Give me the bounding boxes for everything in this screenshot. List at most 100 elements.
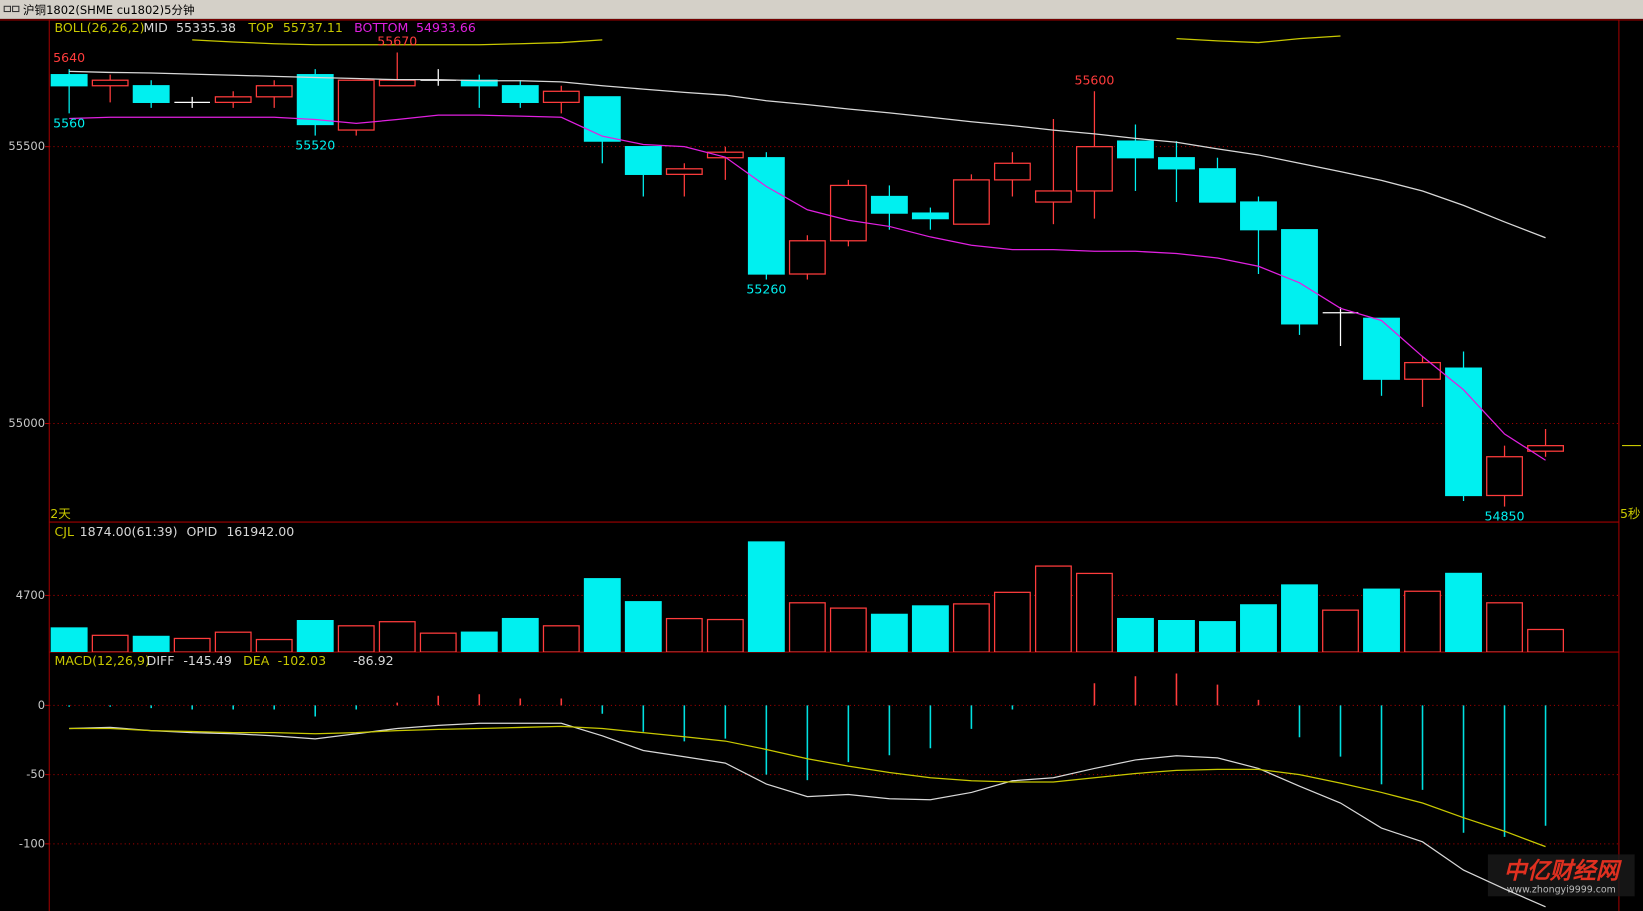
volume-bar [542,625,580,653]
candle-body [501,85,539,103]
volume-bar [829,607,867,653]
panel [49,15,1619,507]
period-label: 2天 [50,506,71,521]
candle-body [1199,168,1236,203]
series-line [69,70,1546,239]
candle-body [1486,456,1523,497]
volume-bar [583,578,621,653]
volume-bar [173,637,211,653]
legend-value: 1874.00(61:39) [80,524,178,539]
panel [49,673,1619,908]
volume-bar [1404,590,1441,653]
indicator-name: MACD(12,26,9) [54,653,149,668]
window-title: 沪铜1802(SHME cu1802)5分钟 [23,3,194,17]
volume-bar [1363,588,1400,653]
volume-bar [255,638,293,653]
price-annotation: 5560 [53,115,85,130]
legend-value: -145.49 [183,653,231,668]
watermark-box [1487,854,1635,897]
candle-body [132,85,170,103]
volume-bar [91,634,129,653]
price-annotation: 54850 [1485,509,1525,524]
title-bar [0,0,1643,19]
candle-body [1034,190,1072,203]
price-annotation: 55600 [1074,72,1114,87]
volume-bar [1240,604,1277,653]
volume-bar [952,603,990,653]
legend-value: -86.92 [353,653,393,668]
candle-body [911,212,949,220]
indicator-name: BOLL(26,26,2) [54,20,144,35]
candle-body [1117,140,1154,159]
y-tick-label: -100 [19,836,45,850]
price-annotation: 55520 [295,138,335,153]
candle-body [665,168,703,175]
volume-bar [460,631,498,653]
series-line [69,114,1546,461]
volume-bar [870,613,908,653]
candle-body [993,162,1031,181]
price-annotation: 55670 [377,34,417,49]
volume-bar [1075,572,1113,653]
volume-bar [911,605,949,653]
candle-body [747,157,785,275]
candle-body [91,79,129,87]
volume-bar [214,631,252,653]
y-tick-label: 55500 [8,139,45,153]
legend-name: BOTTOM [354,20,408,35]
volume-bar [132,635,170,653]
legend-value: 55335.38 [176,20,236,35]
legend-value: -102.03 [278,653,326,668]
legend-name: DEA [243,653,270,668]
candle-body [255,85,293,98]
volume-bar [788,602,826,653]
candle-body [788,240,826,275]
volume-bar [337,625,375,653]
volume-bar [1281,584,1318,653]
volume-bar [706,618,744,653]
window-icon[interactable] [3,5,12,13]
volume-bar [1322,609,1359,653]
candle-body [378,79,416,87]
panel [49,541,1619,653]
watermark-name: 中亿财经网 [1504,859,1623,885]
legend-value: 55737.11 [283,20,343,35]
candle-body [583,96,621,142]
volume-bar [50,627,88,653]
y-tick-label: 4700 [16,588,45,602]
y-tick-label: 55000 [8,416,45,430]
series-line [69,725,1546,848]
volume-bar [1158,620,1195,653]
candle-body [1445,367,1482,497]
price-annotation: 55260 [746,282,786,297]
volume-bar [1486,602,1523,653]
indicator-name: CJL [54,524,73,539]
candle-body [50,74,88,87]
volume-bar [665,617,703,653]
volume-bar [1034,565,1072,653]
window-icon[interactable] [12,5,20,13]
volume-bar [501,617,539,653]
volume-bar [1117,617,1154,653]
legend-name: OPID [187,524,218,539]
price-annotation: 5640 [53,50,85,65]
legend-name: TOP [247,20,274,35]
candle-body [542,90,580,103]
volume-bar [1199,621,1236,653]
candle-body [1404,361,1441,380]
y-tick-label: -50 [26,767,45,781]
volume-bar [624,601,662,653]
volume-bar [419,632,457,653]
watermark-url: www.zhongyi9999.com [1507,885,1616,896]
volume-bar [378,621,416,653]
legend-name: DIFF [147,653,175,668]
candle-body [214,96,252,103]
y-tick-label: 0 [38,698,45,712]
legend-value: 54933.66 [416,20,476,35]
candle-body [296,74,334,126]
legend-name: MID [144,20,168,35]
candle-body [1363,317,1400,380]
volume-bar [1445,572,1482,653]
